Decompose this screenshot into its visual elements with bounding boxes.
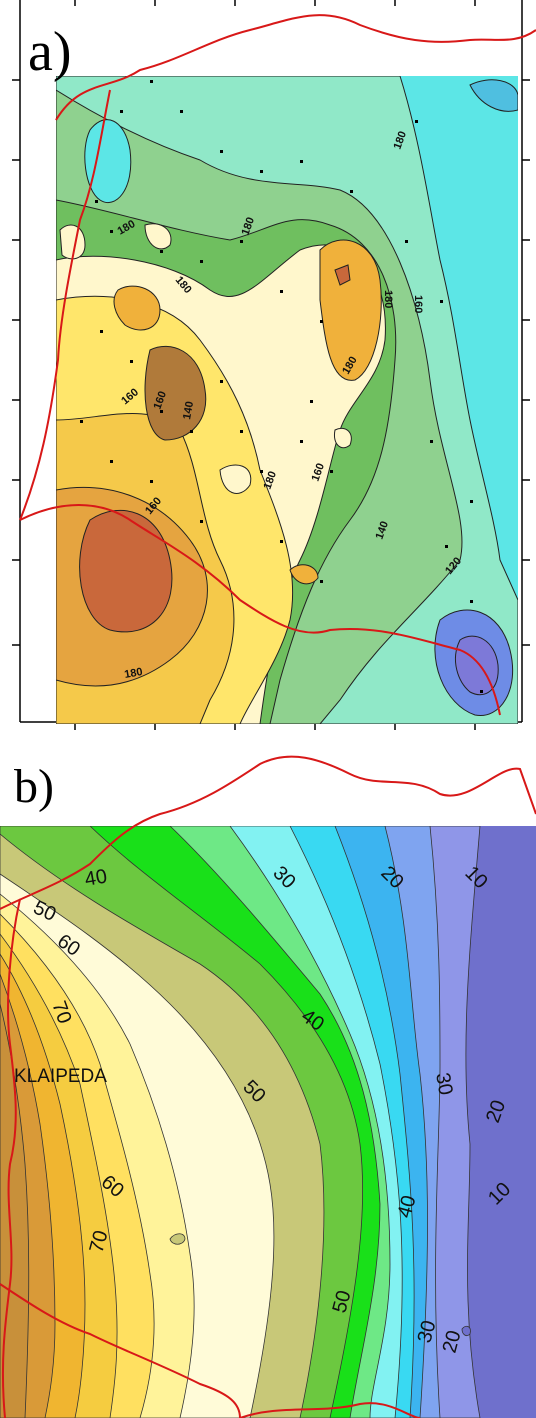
contour-label: 180 [262, 470, 280, 491]
contour-label: 160 [412, 295, 424, 313]
contour-label: 180 [240, 216, 258, 237]
contour-label: 40 [83, 865, 109, 891]
contour-label: 180 [382, 290, 394, 308]
map-panel-a: a) 180 180 180 180 180 160 180 160 140 1… [12, 0, 536, 730]
contour-label: 140 [374, 520, 392, 541]
contour-label: 180 [123, 666, 143, 681]
panel-letter-b: b) [14, 760, 54, 813]
contour-fill-b [0, 826, 536, 1418]
contour-label: 160 [310, 462, 328, 483]
city-label-klaipeda: KLAIPEDA [14, 1066, 107, 1087]
map-a-svg: a) 180 180 180 180 180 160 180 160 140 1… [12, 0, 536, 730]
contour-label: 30 [431, 1071, 457, 1097]
contour-fill-a [56, 76, 518, 724]
data-points-a [80, 80, 483, 693]
map-panel-b: b) 40 30 20 10 50 60 40 70 30 50 20 60 1… [0, 744, 536, 1418]
contour-label: 180 [392, 130, 410, 151]
map-b-svg: b) 40 30 20 10 50 60 40 70 30 50 20 60 1… [0, 755, 536, 1418]
country-border-b [0, 755, 536, 1418]
panel-letter-a: a) [28, 21, 72, 83]
contour-label: 160 [152, 390, 170, 411]
country-border-a [19, 14, 536, 716]
contour-label: 140 [181, 400, 196, 420]
